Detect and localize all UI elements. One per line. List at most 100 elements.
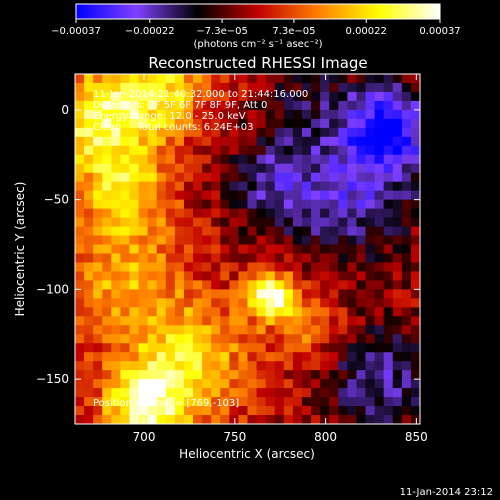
heatmap-cell [75, 208, 85, 218]
heatmap-cell [338, 163, 348, 174]
heatmap-cell [247, 181, 257, 192]
heatmap-cell [211, 226, 221, 236]
heatmap-cell [102, 100, 112, 111]
heatmap-cell [84, 244, 94, 254]
heatmap-cell [383, 415, 394, 425]
heatmap-cell [138, 199, 149, 210]
heatmap-cell [193, 118, 203, 129]
heatmap-cell [329, 100, 339, 111]
heatmap-cell [102, 370, 112, 380]
heatmap-cell [274, 262, 285, 272]
heatmap-cell [120, 145, 130, 156]
heatmap-cell [338, 118, 348, 129]
heatmap-cell [183, 109, 194, 120]
heatmap-cell [401, 271, 412, 281]
heatmap-cell [301, 415, 312, 425]
heatmap-cell [183, 379, 194, 389]
heatmap-cell [220, 397, 230, 407]
plot-frame [74, 73, 421, 425]
heatmap-cell [111, 199, 121, 210]
y-axis-ticks: 0−50−100−150 [36, 103, 420, 386]
heatmap-cell [356, 253, 366, 263]
heatmap-cell [183, 82, 194, 93]
heatmap-cell [183, 316, 194, 326]
heatmap-cell [392, 136, 403, 147]
heatmap-cell [193, 190, 203, 201]
heatmap-cell [283, 154, 294, 165]
heatmap-cell [102, 379, 112, 389]
heatmap-cell [111, 136, 121, 147]
heatmap-cell [102, 172, 112, 183]
heatmap-cell [129, 118, 139, 129]
heatmap-cell [229, 271, 239, 281]
heatmap-cell [292, 226, 303, 236]
heatmap-cell [365, 82, 376, 93]
heatmap-cell [229, 397, 239, 407]
heatmap-cell [274, 100, 285, 111]
heatmap-cell [256, 298, 267, 308]
heatmap-cell [347, 118, 357, 129]
heatmap-cell [156, 74, 167, 84]
heatmap-cell [347, 370, 357, 380]
heatmap-cell [111, 100, 121, 111]
heatmap-cell [283, 316, 294, 326]
heatmap-cell [138, 343, 149, 353]
heatmap-cell [193, 235, 203, 245]
heatmap-cell [301, 226, 312, 236]
heatmap-cell [84, 280, 94, 290]
heatmap-cell [84, 100, 94, 111]
heatmap-cell [229, 217, 239, 227]
heatmap-cell [193, 289, 203, 299]
heatmap-cell [256, 190, 267, 201]
heatmap-cell [202, 415, 212, 425]
heatmap-cell [84, 388, 94, 398]
heatmap-cell [193, 217, 203, 227]
heatmap-cell [283, 91, 294, 102]
heatmap-cell [383, 199, 394, 210]
heatmap-cell [401, 127, 412, 138]
heatmap-cell [147, 244, 158, 254]
heatmap-cell [111, 298, 121, 308]
heatmap-cell [229, 352, 239, 362]
x-tick-label: 800 [314, 430, 337, 444]
heatmap-cell [365, 163, 376, 174]
heatmap-cell [320, 397, 330, 407]
heatmap-cell [75, 82, 85, 93]
heatmap-cell [401, 397, 412, 407]
colorbar-units-label: (photons cm⁻² s⁻¹ asec⁻²) [193, 39, 322, 50]
heatmap-cell [410, 154, 421, 165]
heatmap-cell [120, 127, 130, 138]
heatmap-cell [138, 307, 149, 317]
heatmap-cell [229, 118, 239, 129]
heatmap-cell [202, 388, 212, 398]
heatmap-cell [347, 361, 357, 371]
heatmap-cell [120, 235, 130, 245]
heatmap-cell [383, 262, 394, 272]
heatmap-cell [356, 118, 366, 129]
heatmap-cell [229, 154, 239, 165]
heatmap-cell [75, 388, 85, 398]
heatmap-cell [165, 91, 176, 102]
heatmap-cell [129, 379, 139, 389]
heatmap-cell [356, 397, 366, 407]
heatmap-cell [410, 82, 421, 93]
heatmap-cell [338, 199, 348, 210]
heatmap-cell [84, 136, 94, 147]
heatmap-cell [129, 235, 139, 245]
heatmap-cell [75, 397, 85, 407]
heatmap-cell [174, 100, 185, 111]
heatmap-cell [138, 208, 149, 218]
heatmap-cell [202, 370, 212, 380]
x-axis-ticks: 700 750 800 850 [133, 74, 428, 444]
heatmap-cell [347, 172, 357, 183]
heatmap-cell [374, 190, 385, 201]
heatmap-cell [365, 289, 376, 299]
heatmap-cell [256, 280, 267, 290]
heatmap-cell [75, 316, 85, 326]
heatmap-cell [311, 415, 321, 425]
heatmap-cell [193, 74, 203, 84]
heatmap-cell [111, 316, 121, 326]
heatmap-cell [274, 379, 285, 389]
heatmap-cell [165, 172, 176, 183]
heatmap-cell [75, 109, 85, 120]
